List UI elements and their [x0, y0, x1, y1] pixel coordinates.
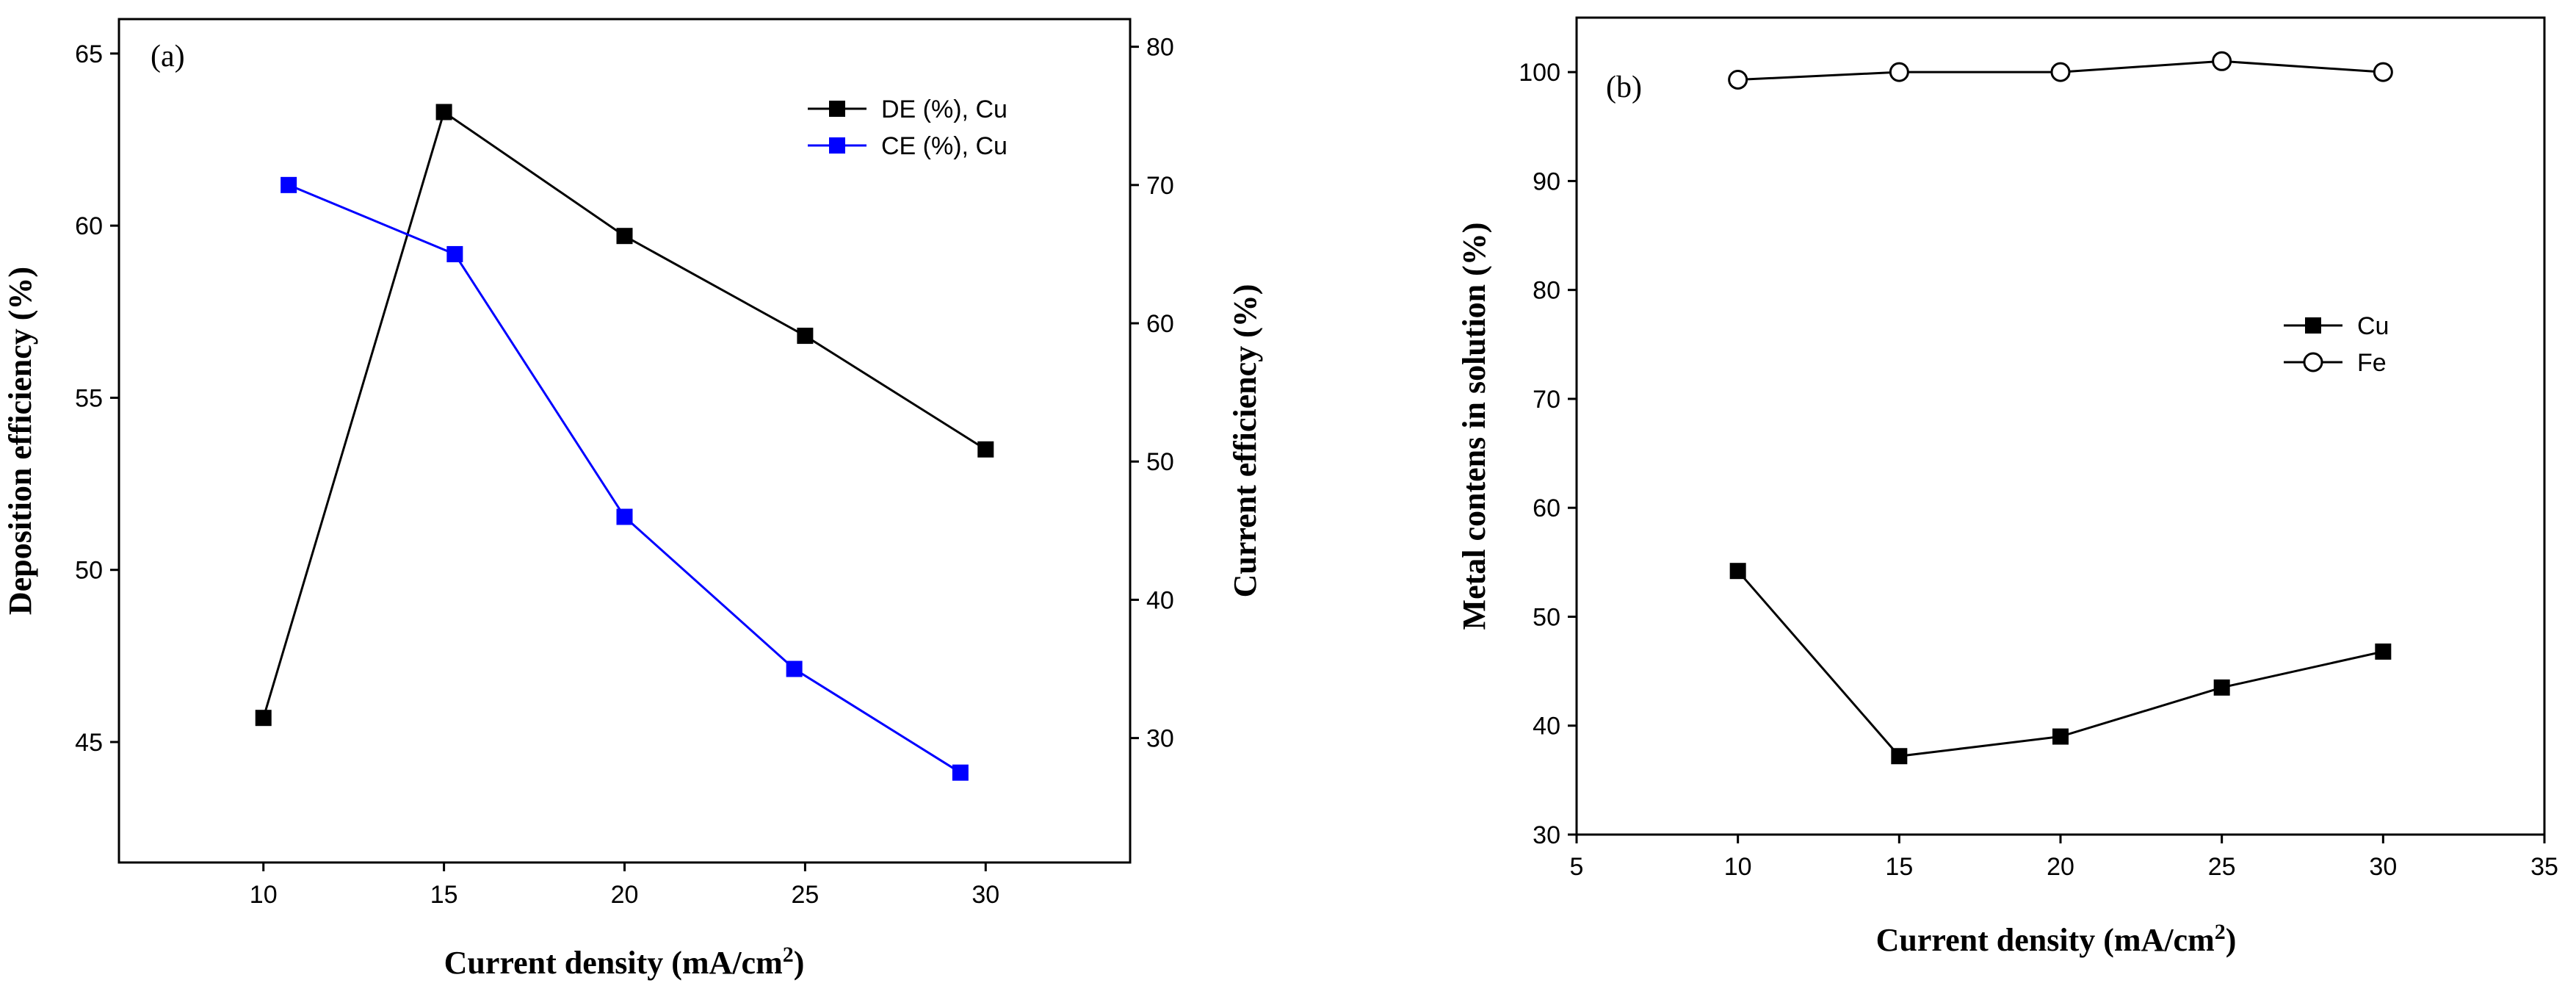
b-series-1-point [2373, 62, 2393, 82]
b-x-tick-label: 25 [2208, 853, 2236, 881]
chart-b-y-ticks: 30 40 50 60 70 80 90 100 [1519, 59, 1577, 849]
chart-b-panel-label: (b) [1606, 71, 1642, 104]
b-y-tick-label: 50 [1533, 603, 1560, 631]
a-x-tick-label: 10 [250, 881, 278, 909]
a-y-tick-label: 45 [75, 729, 103, 757]
b-legend-label: Cu [2357, 312, 2389, 340]
chart-panel-b: 5 10 15 20 25 30 35 30 40 50 60 70 80 90 100 (b) Cu Fe… [1456, 16, 2558, 958]
chart-a-x-ticks: 10 15 20 25 30 [250, 862, 999, 909]
a-y-tick-label: 65 [75, 40, 103, 68]
b-series-1-point [2050, 62, 2071, 82]
a-y2-tick-label: 40 [1146, 586, 1174, 614]
b-legend-label: Fe [2357, 349, 2387, 377]
b-series-0-point [2052, 728, 2069, 745]
chart-b-plot-frame [1575, 16, 2546, 836]
b-series-0-point [1729, 563, 1746, 580]
a-series-1-point [786, 660, 803, 677]
a-x-tick-label: 20 [611, 881, 639, 909]
b-series-1-point [2212, 51, 2232, 71]
chart-b-x-axis-title: Current density (mA/cm2) [1876, 920, 2237, 958]
a-series-0-point [255, 710, 272, 727]
b-x-tick-label: 15 [1885, 853, 1913, 881]
b-series-0-point [1891, 748, 1908, 765]
a-legend-marker [829, 137, 845, 154]
a-series-0-point [797, 328, 814, 345]
b-series-0-point [2213, 679, 2230, 696]
a-legend-label: CE (%), Cu [881, 132, 1007, 160]
chart-b-x-ticks: 5 10 15 20 25 30 35 [1570, 835, 2558, 881]
b-series-1-point [1728, 70, 1748, 90]
b-legend-marker [2303, 352, 2323, 372]
a-series-1-point [952, 764, 969, 781]
b-x-tick-label: 10 [1724, 853, 1752, 881]
a-series-1-point [446, 245, 463, 262]
chart-a-y-ticks: 45 50 55 60 65 [75, 40, 119, 757]
a-y-tick-label: 60 [75, 212, 103, 240]
a-legend-label: DE (%), Cu [881, 96, 1007, 123]
chart-a-y-axis-title: Deposition efficiency (%) [2, 267, 38, 615]
a-series-0-line [262, 110, 987, 719]
a-y-tick-label: 55 [75, 384, 103, 412]
chart-a-panel-label: (a) [151, 40, 185, 73]
a-y2-tick-label: 60 [1146, 310, 1174, 338]
a-series-1-point [281, 176, 297, 193]
chart-a-x-axis-title: Current density (mA/cm2) [444, 943, 805, 981]
b-y-tick-label: 70 [1533, 386, 1560, 414]
b-y-tick-label: 30 [1533, 821, 1560, 849]
a-x-tick-label: 15 [430, 881, 458, 909]
b-x-tick-label: 20 [2047, 853, 2074, 881]
b-x-tick-label: 30 [2369, 853, 2397, 881]
a-series-0-point [977, 441, 994, 458]
chart-b-y-axis-title: Metal contens in solution (%) [1456, 223, 1492, 630]
b-series-0-line [1737, 570, 2384, 757]
b-series-0-point [2375, 643, 2392, 660]
b-legend-marker [2305, 317, 2321, 334]
a-y-tick-label: 50 [75, 557, 103, 585]
a-y2-tick-label: 30 [1146, 725, 1174, 753]
chart-b-series [1728, 51, 2393, 765]
a-y2-tick-label: 70 [1146, 172, 1174, 200]
chart-a-y2-ticks: 30 40 50 60 70 80 [1130, 34, 1174, 753]
chart-a-series [255, 104, 994, 781]
a-x-tick-label: 30 [972, 881, 999, 909]
a-series-0-point [435, 104, 452, 120]
a-series-1-point [616, 508, 633, 525]
a-y2-tick-label: 80 [1146, 34, 1174, 62]
b-x-tick-label: 5 [1570, 853, 1584, 881]
chart-a-legend: DE (%), Cu CE (%), Cu [808, 96, 1007, 160]
b-y-tick-label: 60 [1533, 494, 1560, 522]
a-legend-marker [829, 101, 845, 117]
b-x-tick-label: 35 [2530, 853, 2558, 881]
b-y-tick-label: 100 [1519, 59, 1560, 87]
chart-panel-a: 10 15 20 25 30 45 50 55 60 65 30 40 50 60 70 80 (a) D… [2, 18, 1263, 981]
a-y2-tick-label: 50 [1146, 448, 1174, 476]
chart-a-y2-axis-title: Current efficiency (%) [1227, 284, 1263, 598]
b-y-tick-label: 90 [1533, 168, 1560, 195]
b-y-tick-label: 80 [1533, 277, 1560, 305]
a-series-1-line [288, 184, 961, 774]
chart-b-legend: Cu Fe [2284, 312, 2389, 377]
b-y-tick-label: 40 [1533, 713, 1560, 741]
a-x-tick-label: 25 [791, 881, 819, 909]
a-series-0-point [616, 228, 633, 245]
b-series-1-point [1889, 62, 1909, 82]
